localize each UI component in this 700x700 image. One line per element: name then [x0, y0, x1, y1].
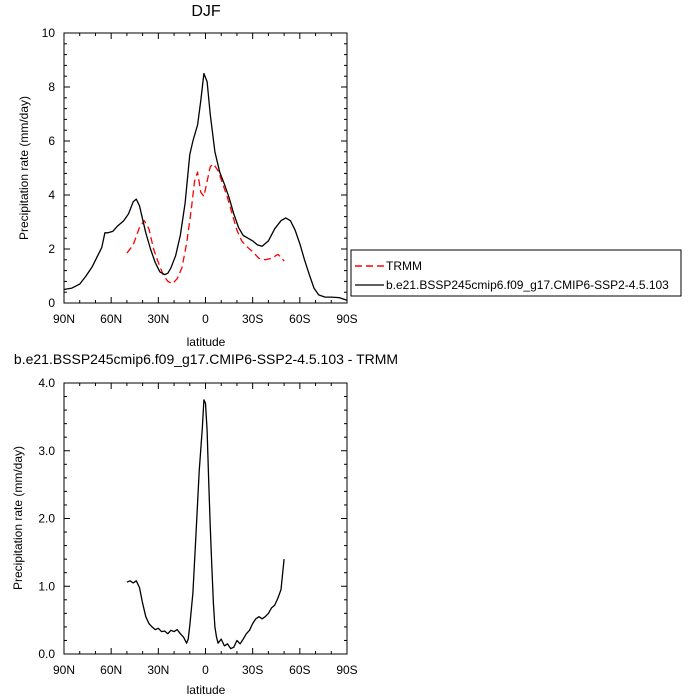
axis-ticks: 90N 60N 30N 0 30S 60S 90S 0 2 4 6 8 10 — [42, 26, 358, 326]
plot-lines — [126, 399, 285, 650]
x-tick-label: 60S — [289, 312, 310, 326]
x-tick-label: 30S — [242, 312, 263, 326]
x-axis-label: latitude — [187, 683, 226, 697]
x-axis-label: latitude — [187, 335, 226, 349]
y-tick-label: 4.0 — [38, 376, 55, 390]
chart-title: DJF — [191, 3, 221, 20]
series-line-0 — [126, 399, 285, 650]
y-tick-label: 6 — [48, 134, 55, 148]
y-tick-label: 0.0 — [38, 647, 55, 661]
y-tick-label: 10 — [42, 26, 56, 40]
legend-label-trmm: TRMM — [386, 259, 422, 273]
y-axis-label: Precipitation rate (mm/day) — [11, 446, 25, 590]
panel-top: DJF 90N 60N 30N 0 30S 60S 90S 0 2 4 6 8 10 Precipita… — [17, 3, 358, 349]
series-line-1 — [63, 72, 348, 301]
y-tick-label: 1.0 — [38, 579, 55, 593]
plot-frame — [63, 32, 348, 304]
x-tick-label: 90N — [53, 663, 75, 677]
x-tick-label: 90N — [53, 312, 75, 326]
legend-box — [350, 249, 682, 297]
x-tick-label: 0 — [202, 663, 209, 677]
y-tick-label: 3.0 — [38, 444, 55, 458]
y-tick-label: 2.0 — [38, 512, 55, 526]
plot-lines — [63, 72, 348, 301]
plot-frame — [63, 382, 348, 655]
y-tick-label: 8 — [48, 80, 55, 94]
legend-label-model: b.e21.BSSP245cmip6.f09_g17.CMIP6-SSP2-4.… — [386, 278, 669, 292]
chart-title: b.e21.BSSP245cmip6.f09_g17.CMIP6-SSP2-4.… — [14, 351, 398, 367]
x-tick-label: 30S — [242, 663, 263, 677]
panel-bottom: b.e21.BSSP245cmip6.f09_g17.CMIP6-SSP2-4.… — [11, 351, 398, 697]
y-tick-label: 2 — [48, 242, 55, 256]
series-line-0 — [126, 163, 285, 285]
x-tick-label: 60N — [100, 663, 122, 677]
y-axis-label: Precipitation rate (mm/day) — [17, 96, 31, 240]
x-tick-label: 30N — [147, 663, 169, 677]
x-tick-label: 30N — [147, 312, 169, 326]
legend: TRMM b.e21.BSSP245cmip6.f09_g17.CMIP6-SS… — [350, 249, 682, 297]
y-tick-label: 4 — [48, 188, 55, 202]
axis-ticks: 90N 60N 30N 0 30S 60S 90S 0.0 1.0 2.0 3.0 4.0 — [38, 376, 357, 677]
x-tick-label: 60S — [289, 663, 310, 677]
x-tick-label: 0 — [202, 312, 209, 326]
x-tick-label: 60N — [100, 312, 122, 326]
y-tick-label: 0 — [48, 296, 55, 310]
x-tick-label: 90S — [336, 312, 357, 326]
x-tick-label: 90S — [336, 663, 357, 677]
